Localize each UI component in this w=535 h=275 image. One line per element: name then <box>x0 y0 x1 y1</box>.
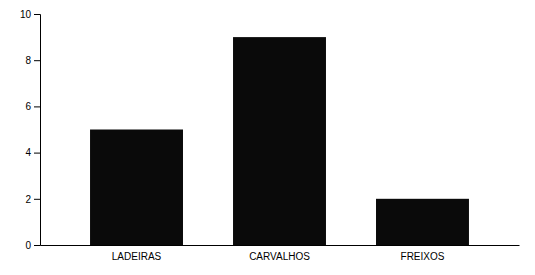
y-tick-mark <box>34 106 40 107</box>
y-tick-label: 6 <box>25 101 31 112</box>
y-axis-line <box>34 15 41 246</box>
plot: 0 2 4 6 8 10 LADEIRAS CARVALHOS FREIXOS <box>20 9 520 262</box>
y-axis: 0 2 4 6 8 10 <box>20 9 41 251</box>
x-tick: LADEIRAS <box>112 251 162 262</box>
x-axis-line <box>41 245 520 246</box>
y-tick: 4 <box>25 147 40 158</box>
x-tick: FREIXOS <box>401 251 445 262</box>
y-tick-mark <box>34 199 40 200</box>
bars <box>90 37 469 245</box>
y-tick: 6 <box>25 101 40 112</box>
bar <box>376 199 469 245</box>
y-tick-label: 10 <box>20 9 32 20</box>
x-tick-label: FREIXOS <box>401 251 445 262</box>
y-tick-mark <box>34 153 40 154</box>
x-tick: CARVALHOS <box>249 251 310 262</box>
y-tick: 8 <box>25 55 40 66</box>
bar <box>233 37 326 245</box>
y-tick: 10 <box>20 9 40 20</box>
chart: 0 2 4 6 8 10 LADEIRAS CARVALHOS FREIXOS <box>0 0 535 275</box>
y-tick-label: 8 <box>25 55 31 66</box>
x-axis: LADEIRAS CARVALHOS FREIXOS <box>41 246 520 263</box>
y-tick-label: 4 <box>25 147 31 158</box>
x-tick-label: LADEIRAS <box>112 251 162 262</box>
bar <box>90 130 183 246</box>
y-tick: 2 <box>25 194 40 205</box>
y-tick-mark <box>34 14 40 15</box>
y-tick-mark <box>34 245 40 246</box>
y-tick-label: 2 <box>25 194 31 205</box>
y-tick-mark <box>34 60 40 61</box>
y-tick-label: 0 <box>25 240 31 251</box>
y-tick: 0 <box>25 240 40 251</box>
x-tick-label: CARVALHOS <box>249 251 310 262</box>
